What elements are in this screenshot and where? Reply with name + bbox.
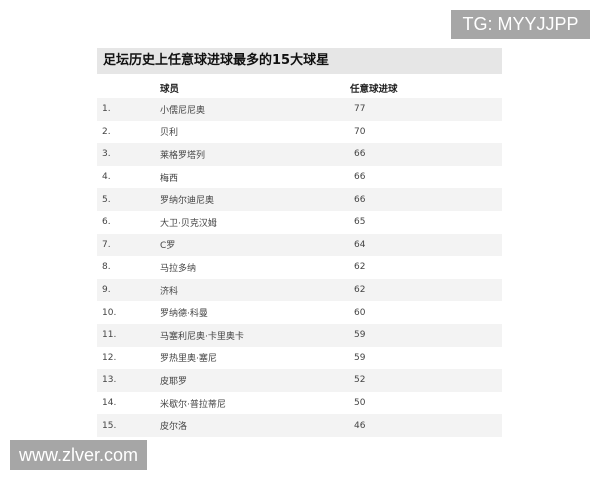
- player-name-cell: 罗纳德·科曼: [160, 309, 208, 320]
- table-row: 14. 米歇尔·普拉蒂尼 50: [97, 392, 502, 415]
- rank-cell: 2.: [102, 126, 111, 137]
- goals-cell: 60: [354, 307, 366, 318]
- table-row: 9. 济科 62: [97, 278, 502, 302]
- rank-cell: 13.: [102, 375, 117, 386]
- goals-cell: 59: [354, 352, 366, 363]
- table-row: 2. 贝利 70: [97, 121, 502, 144]
- goals-cell: 66: [354, 194, 366, 205]
- goals-cell: 62: [354, 262, 366, 273]
- rank-cell: 15.: [102, 420, 117, 431]
- goals-cell: 59: [354, 330, 366, 341]
- watermark-site: www.zlver.com: [10, 440, 147, 470]
- rank-cell: 11.: [102, 330, 117, 341]
- rank-cell: 8.: [102, 262, 111, 273]
- rank-cell: 1.: [102, 104, 111, 115]
- player-name-cell: 贝利: [160, 128, 179, 139]
- player-name-cell: 小儒尼尼奥: [160, 105, 206, 116]
- watermark-tg: TG: MYYJJPP: [451, 10, 590, 39]
- table-row: 15. 皮尔洛 46: [97, 414, 502, 437]
- player-name-cell: 皮耶罗: [160, 376, 188, 387]
- table-row: 7. C罗 64: [97, 233, 502, 257]
- table-row: 4. 梅西 66: [97, 166, 502, 189]
- player-name-cell: 罗纳尔迪尼奥: [160, 196, 215, 207]
- table-row: 3. 莱格罗塔列 66: [97, 143, 502, 166]
- ranking-table: 球员 任意球进球 1. 小儒尼尼奥 77 2. 贝利 70 3. 莱格罗塔列 66 4. 梅西 66 5…: [97, 78, 502, 437]
- table-row: 10. 罗纳德·科曼 60: [97, 301, 502, 324]
- player-name-cell: 马拉多纳: [160, 263, 197, 274]
- rank-cell: 6.: [102, 217, 111, 228]
- player-name-cell: 皮尔洛: [160, 422, 188, 433]
- rank-cell: 5.: [102, 194, 111, 205]
- rank-cell: 4.: [102, 172, 111, 183]
- goals-cell: 46: [354, 420, 366, 431]
- player-name-cell: 大卫·贝克汉姆: [160, 218, 217, 229]
- table-row: 11. 马塞利尼奥·卡里奥卡 59: [97, 323, 502, 347]
- player-header: 球员: [160, 84, 180, 95]
- rank-cell: 3.: [102, 149, 111, 160]
- goals-cell: 52: [354, 375, 366, 386]
- rank-cell: 12.: [102, 352, 117, 363]
- rank-cell: 9.: [102, 285, 111, 296]
- goals-header: 任意球进球: [350, 84, 398, 95]
- rank-cell: 10.: [102, 307, 117, 318]
- rank-cell: 14.: [102, 398, 117, 409]
- player-name-cell: 莱格罗塔列: [160, 150, 206, 161]
- goals-cell: 64: [354, 239, 366, 250]
- table-title: 足坛历史上任意球进球最多的15大球星: [97, 48, 502, 74]
- player-name-cell: 马塞利尼奥·卡里奥卡: [160, 331, 244, 342]
- player-name-cell: 米歇尔·普拉蒂尼: [160, 399, 226, 410]
- player-name-cell: C罗: [160, 241, 176, 252]
- table-row: 1. 小儒尼尼奥 77: [97, 98, 502, 121]
- table-row: 12. 罗热里奥·塞尼 59: [97, 347, 502, 370]
- player-name-cell: 梅西: [160, 173, 179, 184]
- table-row: 8. 马拉多纳 62: [97, 256, 502, 279]
- table-header: 球员 任意球进球: [97, 78, 502, 98]
- goals-cell: 50: [354, 398, 366, 409]
- rank-cell: 7.: [102, 239, 111, 250]
- goals-cell: 66: [354, 172, 366, 183]
- table-row: 6. 大卫·贝克汉姆 65: [97, 211, 502, 234]
- goals-cell: 70: [354, 126, 366, 137]
- table-row: 13. 皮耶罗 52: [97, 369, 502, 392]
- goals-cell: 66: [354, 149, 366, 160]
- table-row: 5. 罗纳尔迪尼奥 66: [97, 188, 502, 211]
- goals-cell: 62: [354, 285, 366, 296]
- player-name-cell: 罗热里奥·塞尼: [160, 354, 217, 365]
- goals-cell: 77: [354, 104, 366, 115]
- player-name-cell: 济科: [160, 286, 179, 297]
- goals-cell: 65: [354, 217, 366, 228]
